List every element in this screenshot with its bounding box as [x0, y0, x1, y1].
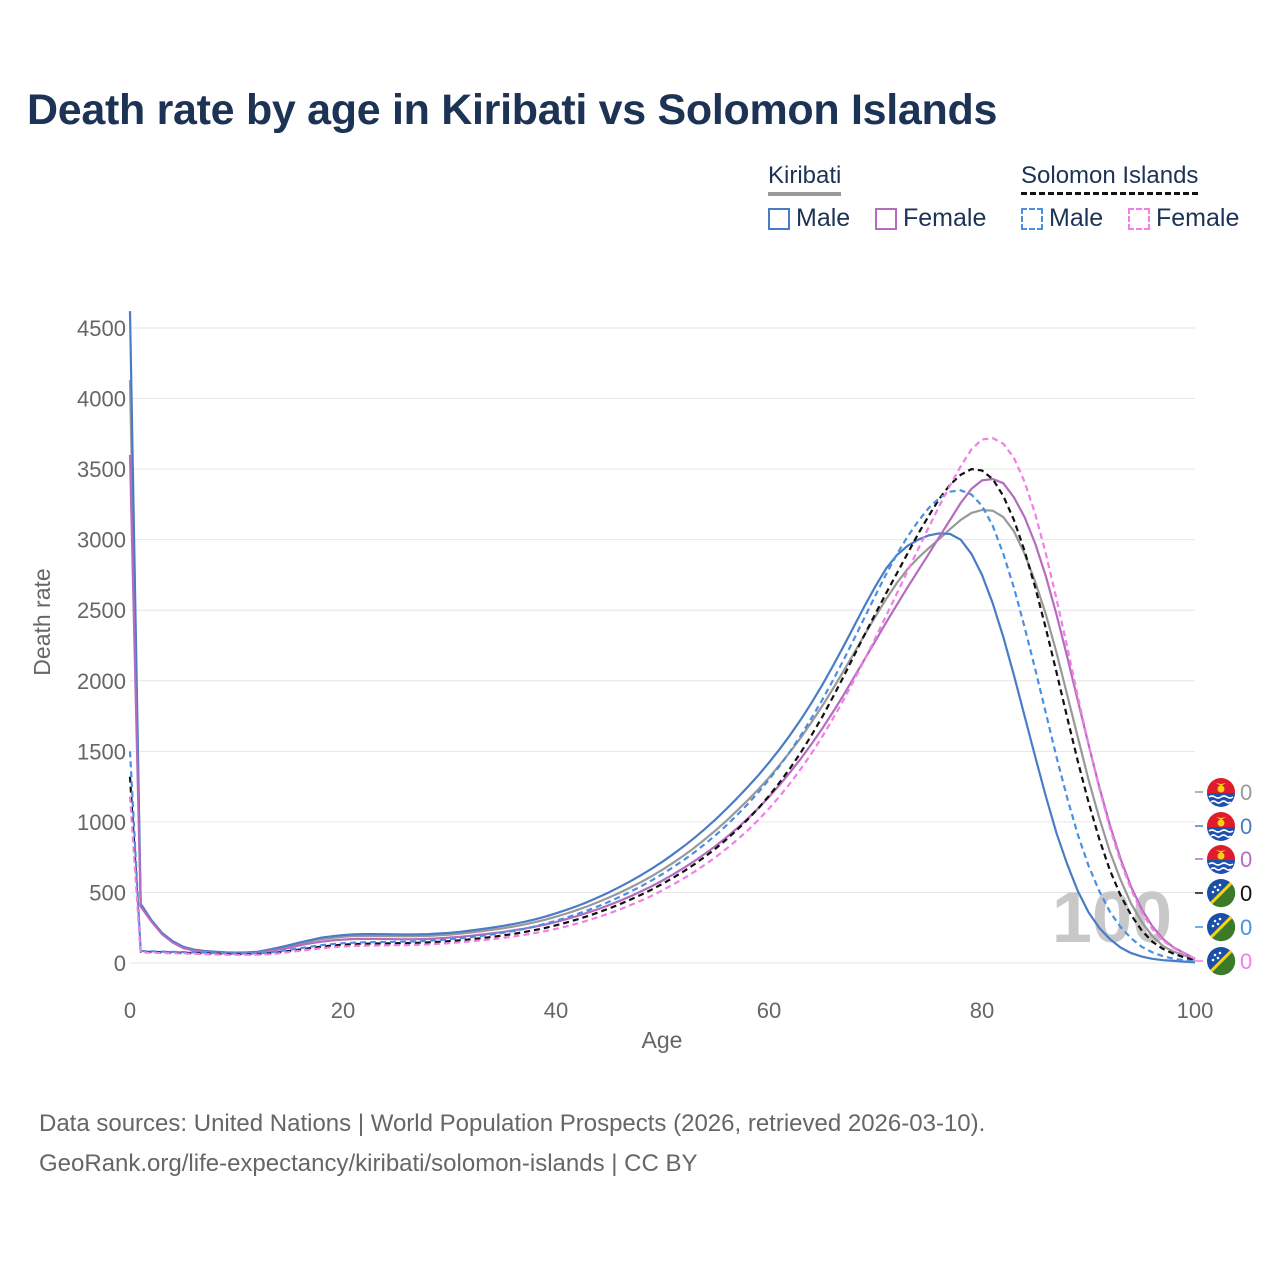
y-axis-ticks: 0 500 1000 1500 2000 2500 3000 3500 4000 4500 — [77, 316, 126, 976]
y-axis-label: Death rate — [29, 568, 55, 675]
x-tick-label: 40 — [544, 998, 568, 1023]
legend-label-solomon-islands-female: Female — [1156, 204, 1240, 232]
y-tick-label: 3500 — [77, 457, 126, 482]
legend-item-solomon-islands-female[interactable]: Female — [1128, 204, 1239, 233]
age-marker: 100 — [1052, 878, 1172, 958]
series-line-kiribati-female[interactable] — [128, 454, 1196, 960]
end-markers: 0 0 0 0 0 0 — [1195, 778, 1252, 976]
y-tick-label: 4500 — [77, 316, 126, 341]
kiribati-flag-icon — [1207, 845, 1235, 874]
x-tick-label: 100 — [1177, 998, 1214, 1023]
legend-group-kiribati-underline — [768, 192, 842, 196]
legend-swatch-kiribati-male — [768, 207, 790, 230]
end-value-label: 0 — [1240, 814, 1252, 839]
series-lines — [128, 311, 1196, 964]
chart-title: Death rate by age in Kiribati vs Solomon… — [27, 86, 998, 134]
solomon-islands-flag-icon — [1207, 947, 1236, 976]
y-tick-label: 0 — [114, 951, 126, 976]
y-tick-label: 2500 — [77, 598, 126, 623]
legend-item-kiribati-male[interactable]: Male — [768, 204, 850, 233]
solomon-islands-flag-icon — [1207, 879, 1236, 908]
series-line-kiribati-male[interactable] — [128, 311, 1196, 964]
legend-group-solomon-islands-label: Solomon Islands — [1021, 162, 1199, 189]
x-tick-label: 60 — [757, 998, 781, 1023]
kiribati-flag-icon — [1207, 778, 1235, 807]
x-tick-label: 0 — [124, 998, 136, 1023]
x-tick-label: 80 — [970, 998, 994, 1023]
solomon-islands-flag-icon — [1207, 913, 1236, 942]
x-axis-ticks: 0 20 40 60 80 100 — [124, 998, 1213, 1023]
y-tick-label: 3000 — [77, 528, 126, 553]
y-tick-label: 4000 — [77, 387, 126, 412]
legend-swatch-kiribati-female — [875, 207, 897, 230]
legend-item-solomon-islands-male[interactable]: Male — [1021, 204, 1103, 233]
x-axis-label: Age — [642, 1027, 683, 1053]
end-value-label: 0 — [1240, 915, 1252, 940]
legend-group-solomon-islands[interactable]: Solomon Islands — [1021, 162, 1199, 195]
y-tick-label: 1000 — [77, 810, 126, 835]
legend-swatch-solomon-islands-female — [1128, 207, 1150, 230]
end-value-label: 0 — [1240, 847, 1252, 872]
legend-group-kiribati[interactable]: Kiribati — [768, 162, 842, 196]
y-tick-label: 500 — [89, 880, 126, 905]
y-tick-label: 1500 — [77, 739, 126, 764]
y-tick-label: 2000 — [77, 669, 126, 694]
legend-group-kiribati-label: Kiribati — [768, 162, 842, 189]
end-value-label: 0 — [1240, 881, 1252, 906]
series-line-solomon-islands-female[interactable] — [128, 437, 1196, 960]
footer-sources: Data sources: United Nations | World Pop… — [39, 1110, 986, 1137]
end-value-label: 0 — [1240, 949, 1252, 974]
series-line-solomon-islands[interactable] — [128, 468, 1196, 962]
footer-link[interactable]: GeoRank.org/life-expectancy/kiribati/sol… — [39, 1150, 698, 1177]
series-line-solomon-islands-male[interactable] — [128, 489, 1196, 963]
legend-group-solomon-islands-underline — [1021, 192, 1199, 195]
kiribati-flag-icon — [1207, 812, 1235, 841]
x-tick-label: 20 — [331, 998, 355, 1023]
grid-lines — [130, 327, 1195, 964]
legend-label-solomon-islands-male: Male — [1049, 204, 1104, 232]
legend-item-kiribati-female[interactable]: Female — [875, 204, 986, 233]
series-line-kiribati[interactable] — [128, 380, 1196, 962]
legend-label-kiribati-male: Male — [796, 204, 851, 232]
end-value-label: 0 — [1240, 780, 1252, 805]
legend-swatch-solomon-islands-male — [1021, 207, 1043, 230]
legend-label-kiribati-female: Female — [903, 204, 987, 232]
